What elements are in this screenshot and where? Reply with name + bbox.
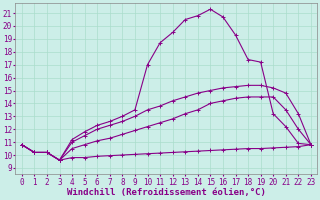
X-axis label: Windchill (Refroidissement éolien,°C): Windchill (Refroidissement éolien,°C) — [67, 188, 266, 197]
